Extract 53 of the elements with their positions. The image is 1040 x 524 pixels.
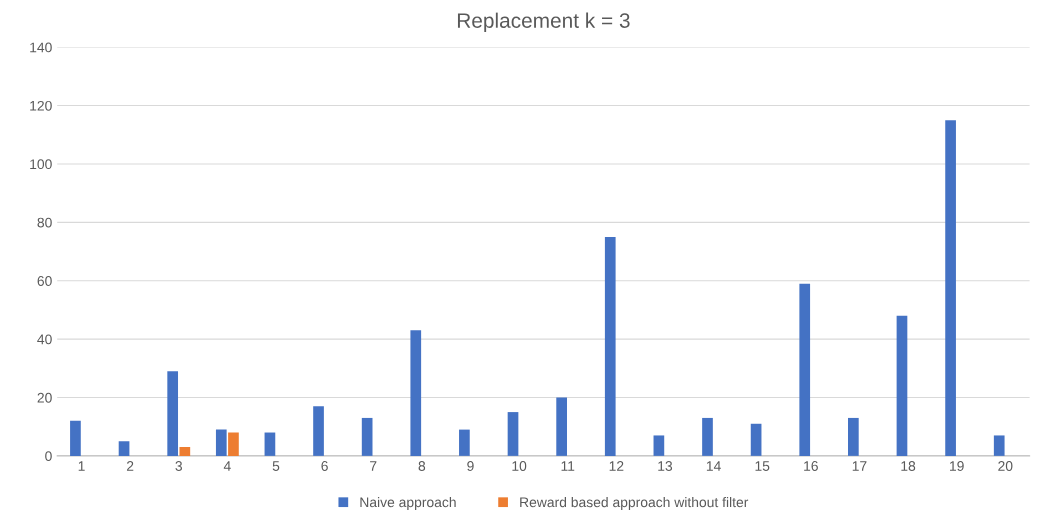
bar xyxy=(653,435,665,456)
bar xyxy=(167,371,179,456)
bar xyxy=(604,236,616,456)
bar xyxy=(945,120,956,456)
x-tick-label: 1 xyxy=(78,461,85,471)
x-tick-label: 18 xyxy=(901,461,916,471)
x-tick-label: 20 xyxy=(998,461,1013,471)
y-tick-label: 140 xyxy=(30,42,52,53)
x-tick-label: 5 xyxy=(272,461,280,471)
bar xyxy=(750,423,762,456)
bar xyxy=(556,397,567,456)
bar xyxy=(848,417,859,456)
bar xyxy=(179,447,191,456)
bar xyxy=(228,432,239,456)
x-tick-label: 7 xyxy=(370,461,377,471)
x-tick-label: 9 xyxy=(467,461,474,471)
x-tick-label: 14 xyxy=(706,461,721,471)
x-tick-label: 4 xyxy=(223,461,231,471)
bar xyxy=(799,283,811,456)
x-tick-label: 17 xyxy=(852,461,867,471)
x-tick-label: 16 xyxy=(804,461,818,471)
bar xyxy=(459,429,470,456)
y-tick-label: 0 xyxy=(45,451,52,462)
x-tick-label: 11 xyxy=(561,461,575,471)
bar xyxy=(993,435,1005,456)
bar xyxy=(896,315,908,456)
y-tick-label: 40 xyxy=(37,334,52,345)
x-tick-label: 3 xyxy=(175,461,182,471)
x-tick-label: 10 xyxy=(512,461,527,471)
bar xyxy=(70,420,81,456)
y-tick-label: 80 xyxy=(37,217,52,228)
x-tick-label: 15 xyxy=(755,461,770,471)
bar xyxy=(215,429,227,456)
y-tick-label: 100 xyxy=(30,159,52,170)
x-tick-label: 12 xyxy=(609,461,624,471)
x-tick-label: 19 xyxy=(950,461,964,471)
y-tick-label: 60 xyxy=(37,276,52,286)
x-tick-label: 6 xyxy=(321,461,328,471)
chart-title: Replacement k = 3 xyxy=(457,12,630,33)
bar xyxy=(702,417,713,456)
y-tick-label: 120 xyxy=(30,100,52,111)
bar xyxy=(118,441,130,456)
x-tick-label: 2 xyxy=(126,461,134,471)
y-tick-label: 20 xyxy=(37,392,52,403)
x-tick-label: 13 xyxy=(658,461,673,471)
bar xyxy=(361,417,373,456)
bar xyxy=(264,432,276,456)
bar xyxy=(507,412,519,456)
bar xyxy=(313,406,324,456)
legend-label: Naive approach xyxy=(360,496,456,510)
x-tick-label: 8 xyxy=(418,461,426,471)
bar xyxy=(410,330,422,456)
legend-label: Reward based approach without filter xyxy=(520,496,749,510)
